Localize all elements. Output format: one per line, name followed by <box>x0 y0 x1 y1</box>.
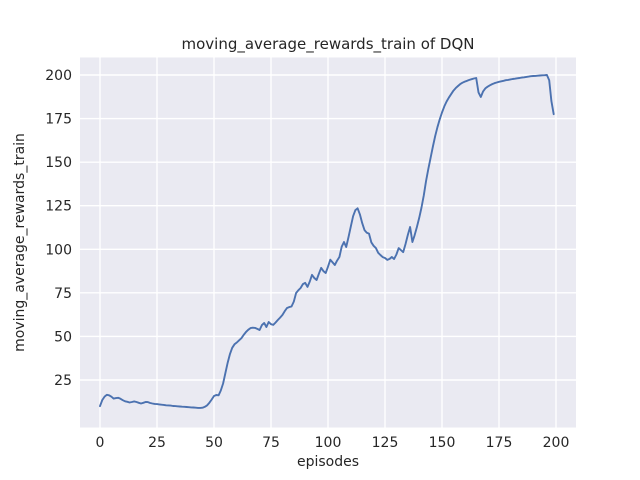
y-tick-labels: 25 50 75 100 125 150 175 200 <box>45 68 72 389</box>
y-tick-label: 150 <box>45 155 72 171</box>
y-axis-label: moving_average_rewards_train <box>12 133 28 352</box>
gridlines <box>80 57 576 428</box>
x-tick-label: 200 <box>543 435 570 451</box>
x-tick-label: 75 <box>262 435 280 451</box>
chart-title: moving_average_rewards_train of DQN <box>181 35 474 54</box>
y-tick-label: 175 <box>45 112 72 128</box>
series-lines <box>99 74 555 409</box>
x-tick-label: 100 <box>315 435 342 451</box>
x-tick-label: 0 <box>96 435 105 451</box>
x-tick-label: 175 <box>486 435 513 451</box>
series-line <box>99 74 555 409</box>
x-axis-label: episodes <box>297 454 359 470</box>
y-tick-label: 25 <box>54 373 72 389</box>
y-tick-label: 75 <box>54 286 72 302</box>
y-tick-label: 100 <box>45 242 72 258</box>
x-tick-label: 25 <box>148 435 166 451</box>
x-tick-label: 50 <box>205 435 223 451</box>
x-tick-label: 125 <box>372 435 399 451</box>
y-tick-label: 200 <box>45 68 72 84</box>
x-tick-label: 150 <box>429 435 456 451</box>
y-tick-label: 125 <box>45 199 72 215</box>
x-tick-labels: 0 25 50 75 100 125 150 175 200 <box>96 435 570 451</box>
y-tick-label: 50 <box>54 329 72 345</box>
